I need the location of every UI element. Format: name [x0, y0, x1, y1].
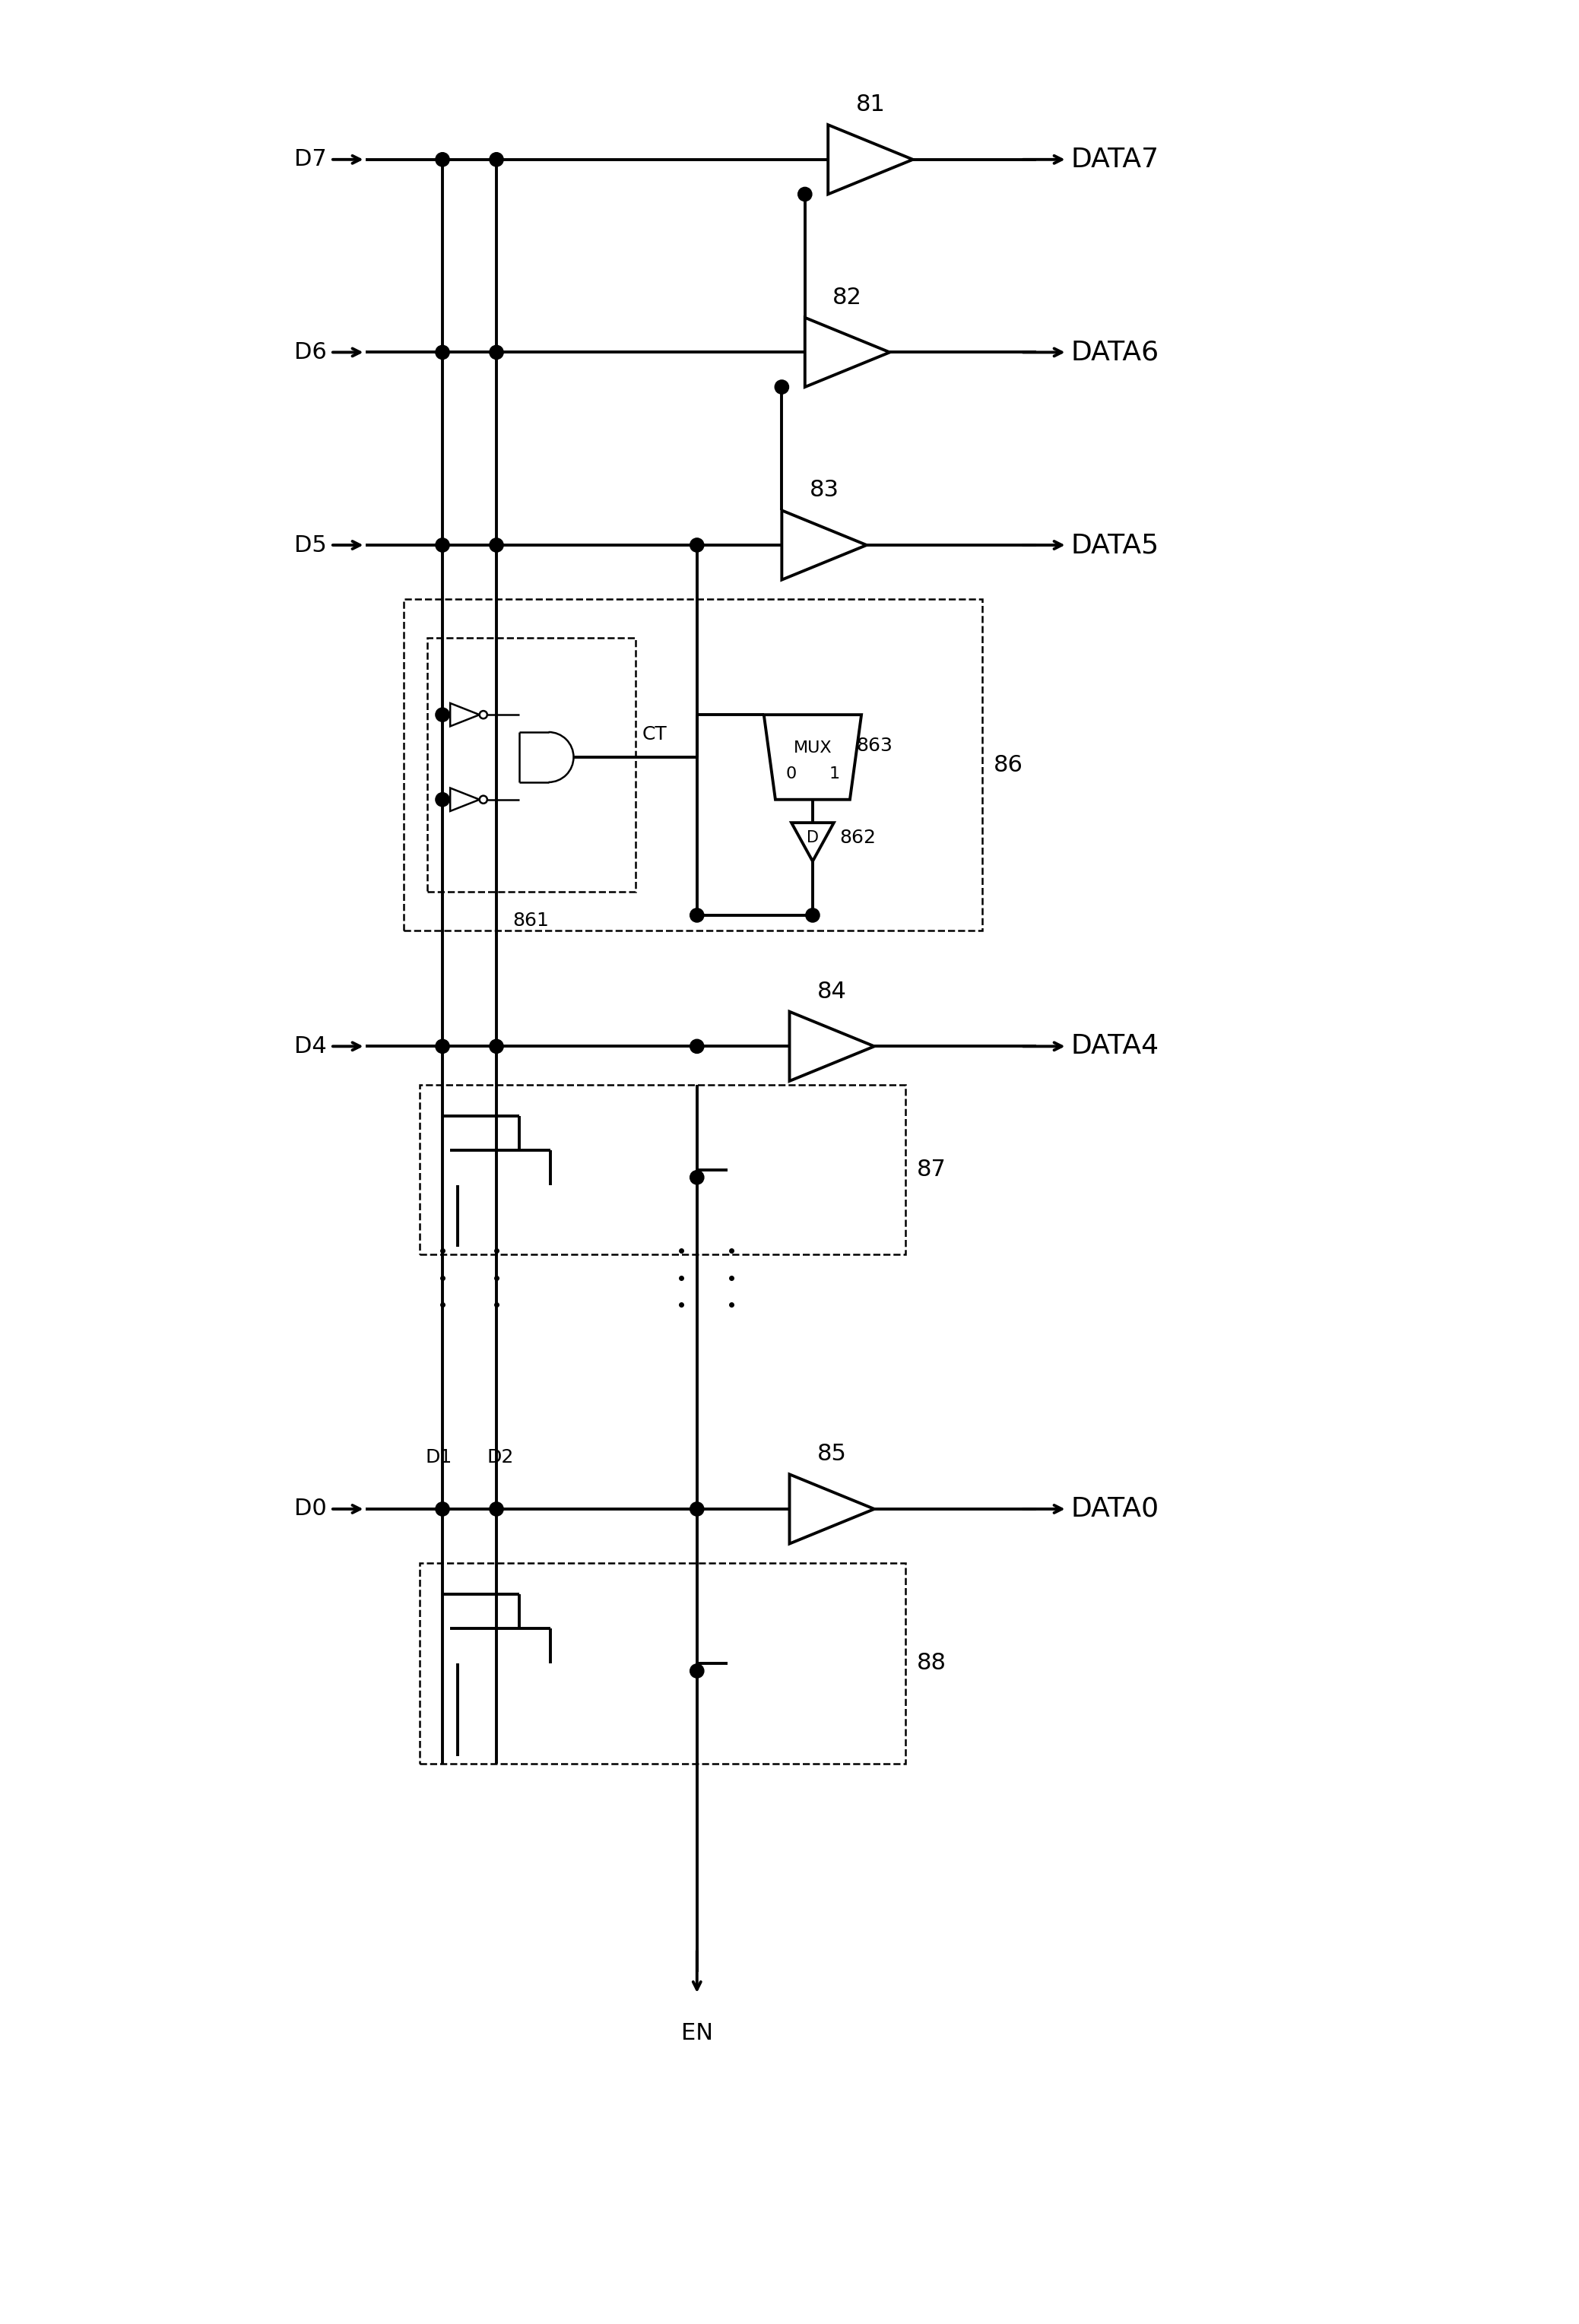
Text: D7: D7 [294, 149, 327, 170]
Circle shape [690, 1171, 704, 1185]
Circle shape [436, 792, 450, 806]
Circle shape [805, 909, 820, 923]
Text: 861: 861 [513, 911, 549, 930]
Text: 83: 83 [810, 479, 838, 502]
Circle shape [489, 1039, 504, 1053]
Circle shape [690, 539, 704, 553]
Circle shape [489, 1501, 504, 1515]
Text: DATA7: DATA7 [1071, 146, 1159, 172]
Text: D2: D2 [486, 1448, 513, 1466]
Text: DATA6: DATA6 [1071, 339, 1159, 365]
Text: D6: D6 [294, 342, 327, 363]
Text: 1: 1 [829, 767, 840, 781]
Circle shape [690, 1664, 704, 1678]
Text: DATA0: DATA0 [1071, 1497, 1159, 1522]
Text: 86: 86 [993, 753, 1023, 776]
Text: D1: D1 [425, 1448, 452, 1466]
Text: 0: 0 [786, 767, 796, 781]
Text: DATA5: DATA5 [1071, 532, 1159, 558]
Circle shape [436, 1039, 450, 1053]
Text: 81: 81 [856, 93, 886, 116]
Text: 862: 862 [840, 830, 876, 848]
Circle shape [436, 1501, 450, 1515]
Circle shape [489, 539, 504, 553]
Circle shape [690, 1501, 704, 1515]
Circle shape [775, 381, 790, 395]
Text: EN: EN [681, 2022, 714, 2043]
Text: D: D [807, 830, 820, 846]
Circle shape [436, 709, 450, 723]
Circle shape [797, 188, 812, 202]
Text: 84: 84 [818, 981, 846, 1002]
Circle shape [436, 346, 450, 360]
Text: D5: D5 [294, 535, 327, 555]
Text: MUX: MUX [793, 741, 832, 755]
Text: 87: 87 [917, 1160, 946, 1181]
Circle shape [690, 1039, 704, 1053]
Circle shape [436, 539, 450, 553]
Text: 863: 863 [856, 737, 892, 755]
Text: D0: D0 [294, 1499, 327, 1520]
Text: D4: D4 [294, 1034, 327, 1057]
Circle shape [489, 346, 504, 360]
Circle shape [690, 909, 704, 923]
Text: 88: 88 [917, 1652, 946, 1673]
Circle shape [436, 153, 450, 167]
Text: DATA4: DATA4 [1071, 1034, 1159, 1060]
Text: 85: 85 [818, 1443, 846, 1464]
Text: 82: 82 [832, 286, 862, 309]
Circle shape [489, 153, 504, 167]
Text: CT: CT [643, 725, 666, 744]
